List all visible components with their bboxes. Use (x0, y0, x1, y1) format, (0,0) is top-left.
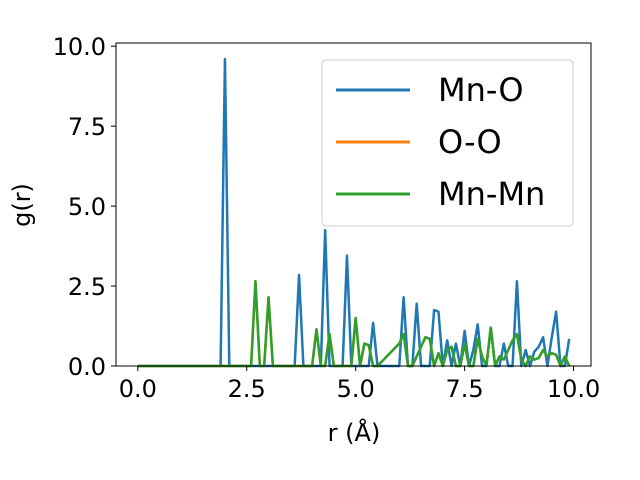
legend-box (321, 59, 574, 227)
legend: Mn-O O-O Mn-Mn (321, 59, 574, 227)
x-tick-label: 7.5 (446, 375, 484, 403)
y-tick-label: 10.0 (53, 33, 106, 61)
plot-frame (115, 42, 592, 367)
y-axis-ticks: 0.0 2.5 5.0 7.5 10.0 (53, 33, 116, 381)
y-tick-label: 5.0 (68, 193, 106, 221)
x-tick-label: 5.0 (337, 375, 375, 403)
legend-label-mn-o: Mn-O (438, 71, 524, 109)
legend-label-o-o: O-O (438, 123, 502, 161)
y-axis-label: g(r) (8, 183, 36, 227)
y-tick-label: 2.5 (68, 273, 106, 301)
series-line-mn-o (137, 57, 571, 368)
x-tick-label: 2.5 (228, 375, 266, 403)
x-tick-label: 0.0 (119, 375, 157, 403)
x-axis-label: r (Å) (328, 418, 381, 447)
legend-label-mn-mn: Mn-Mn (438, 175, 545, 213)
legend-entries: Mn-O O-O Mn-Mn (336, 71, 545, 213)
x-tick-label: 10.0 (547, 375, 600, 403)
x-axis-ticks: 0.0 2.5 5.0 7.5 10.0 (119, 366, 600, 403)
y-tick-label: 7.5 (68, 113, 106, 141)
y-tick-label: 0.0 (68, 353, 106, 381)
